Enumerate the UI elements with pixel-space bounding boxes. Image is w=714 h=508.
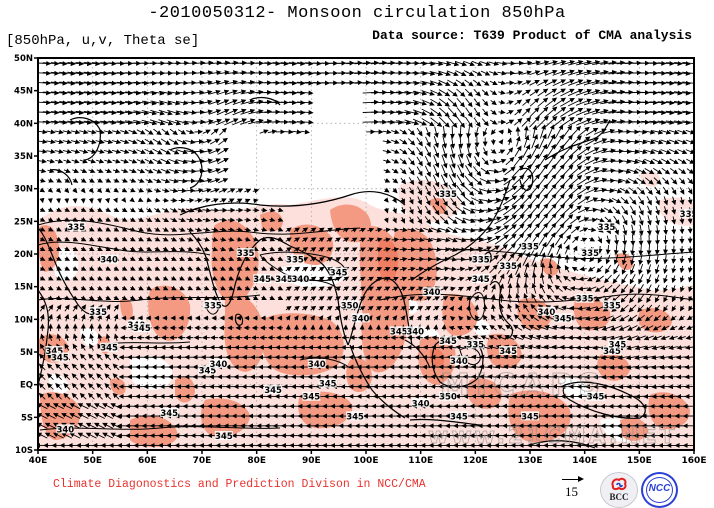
longitude-axis: 40E 50E 60E 70E 80E 90E 100E 110E 120E 130E 140E 15… [29,450,707,466]
svg-text:100E: 100E [354,456,379,466]
svg-text:345: 345 [160,409,178,419]
svg-text:340: 340 [406,327,424,337]
svg-text:10N: 10N [14,315,33,325]
svg-text:335: 335 [237,249,255,259]
svg-text:80E: 80E [247,456,266,466]
svg-text:5S: 5S [21,413,33,423]
svg-text:345: 345 [253,275,271,285]
svg-text:335: 335 [603,301,621,311]
svg-text:45N: 45N [14,87,33,97]
svg-text:EQ: EQ [20,381,33,391]
svg-text:MICAPS: MICAPS [440,368,606,403]
svg-text:335: 335 [499,262,517,272]
svg-text:335: 335 [466,340,484,350]
svg-text:335: 335 [67,223,85,233]
svg-text:345: 345 [51,354,69,364]
svg-text:340: 340 [210,360,228,370]
variables-label: [850hPa, u,v, Theta se] [6,33,199,49]
svg-text:20N: 20N [14,250,33,260]
data-source-label: Data source: T639 Product of CMA analysi… [372,28,692,43]
monsoon-circulation-map: 3353403353403453453453453403453453353453… [0,50,714,470]
svg-text:50N: 50N [14,54,33,64]
svg-text:340: 340 [352,314,370,324]
ncc-logo: NCC [641,472,678,508]
svg-text:120E: 120E [463,456,488,466]
svg-text:345: 345 [100,344,118,354]
reference-vector-value: 15 [565,484,578,500]
svg-text:335: 335 [576,295,594,305]
svg-text:150E: 150E [627,456,652,466]
svg-text:335: 335 [581,249,599,259]
svg-text:345: 345 [330,269,348,279]
svg-text:340: 340 [423,288,441,298]
svg-text:345: 345 [521,412,539,422]
svg-text:335: 335 [204,301,222,311]
svg-text:345: 345 [390,327,408,337]
svg-text:www.21CMA.NET: www.21CMA.NET [428,424,678,449]
svg-text:335: 335 [286,256,304,266]
svg-text:345: 345 [609,340,627,350]
svg-text:40N: 40N [14,119,33,129]
svg-text:340: 340 [412,399,430,409]
svg-text:60E: 60E [138,456,157,466]
svg-text:345: 345 [133,324,151,334]
svg-text:35N: 35N [14,152,33,162]
latitude-axis: 50N 45N 40N 35N 30N 25N 20N 15N 10N 5N EQ 5S 10S [14,54,38,456]
svg-text:335: 335 [89,308,107,318]
svg-text:340: 340 [292,275,310,285]
svg-text:160E: 160E [682,456,707,466]
svg-text:5N: 5N [20,348,33,358]
svg-text:350: 350 [341,301,359,311]
svg-text:345: 345 [215,432,233,442]
svg-text:345: 345 [346,412,364,422]
svg-text:335: 335 [598,223,616,233]
svg-text:335: 335 [521,242,539,252]
svg-text:335: 335 [439,190,457,200]
svg-text:340: 340 [56,425,74,435]
svg-text:110E: 110E [408,456,433,466]
svg-text:15N: 15N [14,283,33,293]
bcc-swirl-icon [610,477,628,491]
svg-text:345: 345 [302,393,320,403]
svg-text:10S: 10S [15,446,33,456]
svg-text:140E: 140E [572,456,597,466]
svg-text:40E: 40E [29,456,48,466]
svg-text:335: 335 [472,256,490,266]
svg-text:30N: 30N [14,185,33,195]
svg-text:25N: 25N [14,217,33,227]
svg-text:340: 340 [450,357,468,367]
svg-text:70E: 70E [193,456,212,466]
svg-text:345: 345 [499,347,517,357]
reference-vector: 15 [562,474,584,504]
svg-text:50E: 50E [83,456,102,466]
svg-text:345: 345 [472,275,490,285]
svg-text:340: 340 [538,308,556,318]
svg-text:345: 345 [319,380,337,390]
svg-text:90E: 90E [302,456,321,466]
svg-text:340: 340 [308,360,326,370]
credit-text: Climate Diagonostics and Prediction Divi… [53,478,426,491]
svg-text:345: 345 [264,386,282,396]
chart-title: -2010050312- Monsoon circulation 850hPa [0,4,714,23]
svg-text:345: 345 [439,337,457,347]
svg-text:345: 345 [554,314,572,324]
bcc-logo: BCC [600,472,638,508]
svg-text:130E: 130E [518,456,543,466]
svg-text:345: 345 [450,412,468,422]
svg-text:340: 340 [100,256,118,266]
svg-text:345: 345 [275,275,293,285]
